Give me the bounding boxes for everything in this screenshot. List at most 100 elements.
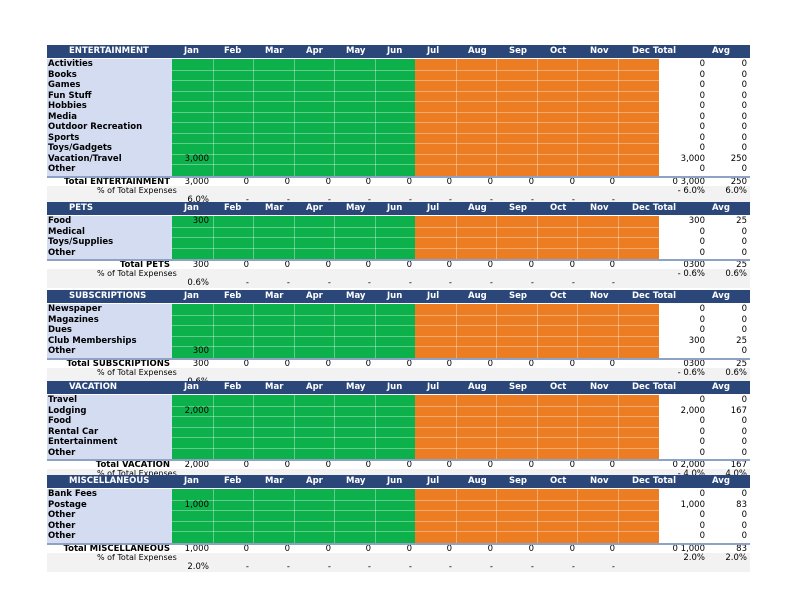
grid-line <box>172 247 415 249</box>
category-label: Rental Car <box>48 426 99 437</box>
second-half-input-area[interactable] <box>415 59 659 177</box>
grid-line <box>374 489 376 544</box>
row-total: 300 <box>688 216 705 226</box>
grand-average: 83 <box>736 543 747 554</box>
grid-line <box>455 216 457 260</box>
month-percent: - <box>327 561 331 572</box>
row-average: 0 <box>741 531 747 541</box>
month-header-oct: Oct <box>550 476 567 486</box>
table-row: Other 0 0 <box>47 164 750 175</box>
grid-line <box>172 164 415 165</box>
percent-row: % of Total Expenses 2.0% - - - - - - - - - - 2.0% 2.0… <box>47 552 750 572</box>
month-percent: - <box>530 194 534 205</box>
percent-total: - 0.6% <box>677 367 705 378</box>
grid-line <box>617 59 619 177</box>
month-percent: - <box>286 278 290 288</box>
second-half-input-area[interactable] <box>415 489 659 544</box>
percent-label: % of Total Expenses <box>97 552 177 562</box>
table-row: Other 300 0 0 <box>47 346 750 357</box>
section-header: SUBSCRIPTIONS Jan Feb Mar Apr May Jun Jul Aug Sep… <box>47 290 750 303</box>
first-half-input-area[interactable] <box>172 489 415 544</box>
grid-line <box>293 304 295 359</box>
category-label: Food <box>48 416 72 426</box>
month-percent: - <box>571 561 575 572</box>
month-header-jul: Jul <box>427 476 440 486</box>
row-average: 0 <box>741 132 747 143</box>
percent-row: % of Total Expenses 6.0% - - - - - - - - - - - 6.0% 6… <box>47 185 750 205</box>
grid-line <box>172 122 415 123</box>
category-label: Other <box>48 346 76 356</box>
month-percent: - <box>448 194 452 205</box>
month-percent: - <box>448 561 452 572</box>
grid-line <box>455 395 457 460</box>
month-header-jun: Jun <box>387 291 403 301</box>
jan-value[interactable]: 2,000 <box>184 405 209 416</box>
percent-average: 0.6% <box>725 367 747 378</box>
category-label: Vacation/Travel <box>48 153 122 164</box>
jan-value[interactable]: 300 <box>192 346 209 356</box>
month-total: 0 <box>446 460 452 470</box>
row-average: 25 <box>736 335 747 346</box>
row-total: 0 <box>699 122 705 132</box>
percent-label: % of Total Expenses <box>97 469 177 478</box>
month-percent: 2.0% <box>187 561 209 572</box>
grand-average: 25 <box>736 358 747 369</box>
month-header-jun: Jun <box>387 46 403 56</box>
month-header-jul: Jul <box>427 203 440 213</box>
first-half-input-area[interactable] <box>172 304 415 359</box>
month-header-jun: Jun <box>387 203 403 213</box>
month-total: 2,000 <box>184 460 209 470</box>
month-total: 0 <box>528 358 534 369</box>
month-percent: - <box>571 278 575 288</box>
grid-line <box>617 489 619 544</box>
month-header-jan: Jan <box>184 382 199 392</box>
month-header-apr: Apr <box>306 203 323 213</box>
category-label: Postage <box>48 499 87 510</box>
row-total: 0 <box>699 395 705 405</box>
jan-value[interactable]: 300 <box>192 216 209 226</box>
table-row: Medical 0 0 <box>47 227 750 238</box>
month-total: 0 <box>406 543 412 554</box>
first-half-input-area[interactable] <box>172 59 415 177</box>
month-percent: - <box>367 561 371 572</box>
grid-line <box>172 335 415 337</box>
grid-line <box>415 510 659 511</box>
grid-line <box>617 216 619 260</box>
row-total: 0 <box>699 510 705 520</box>
first-half-input-area[interactable] <box>172 216 415 260</box>
row-total: 0 <box>699 80 705 90</box>
month-header-oct: Oct <box>550 46 567 56</box>
jan-value[interactable]: 3,000 <box>184 153 209 164</box>
table-row: Toys/Supplies 0 0 <box>47 237 750 248</box>
grid-line <box>172 499 415 501</box>
table-row: Dues 0 0 <box>47 325 750 336</box>
percent-total: - 0.6% <box>677 269 705 279</box>
table-row: Magazines 0 0 <box>47 315 750 326</box>
category-label: Other <box>48 531 76 541</box>
table-row: Travel 0 0 <box>47 395 750 406</box>
section-total-label: Total SUBSCRIPTIONS <box>66 358 170 369</box>
jan-value[interactable]: 1,000 <box>184 499 209 510</box>
month-total: 3,000 <box>184 176 209 187</box>
row-total: 300 <box>688 335 705 346</box>
month-header-apr: Apr <box>306 46 323 56</box>
month-header-jun: Jun <box>387 476 403 486</box>
row-average: 0 <box>741 416 747 426</box>
second-half-input-area[interactable] <box>415 216 659 260</box>
first-half-input-area[interactable] <box>172 395 415 460</box>
grid-line <box>172 346 415 347</box>
table-row: Toys/Gadgets 0 0 <box>47 143 750 154</box>
month-total: 0 <box>609 460 615 470</box>
second-half-input-area[interactable] <box>415 395 659 460</box>
second-half-input-area[interactable] <box>415 304 659 359</box>
month-total: 0 <box>284 358 290 369</box>
month-total: 0 <box>528 176 534 187</box>
grid-line <box>536 395 538 460</box>
grid-line <box>172 80 415 81</box>
row-total: 0 <box>699 314 705 325</box>
table-row: Rental Car 0 0 <box>47 427 750 438</box>
section-header: ENTERTAINMENT Jan Feb Mar Apr May Jun Jul Aug Sep… <box>47 45 750 58</box>
month-header-sep: Sep <box>509 46 527 56</box>
row-total: 0 <box>699 520 705 531</box>
month-total: 0 <box>325 543 331 554</box>
